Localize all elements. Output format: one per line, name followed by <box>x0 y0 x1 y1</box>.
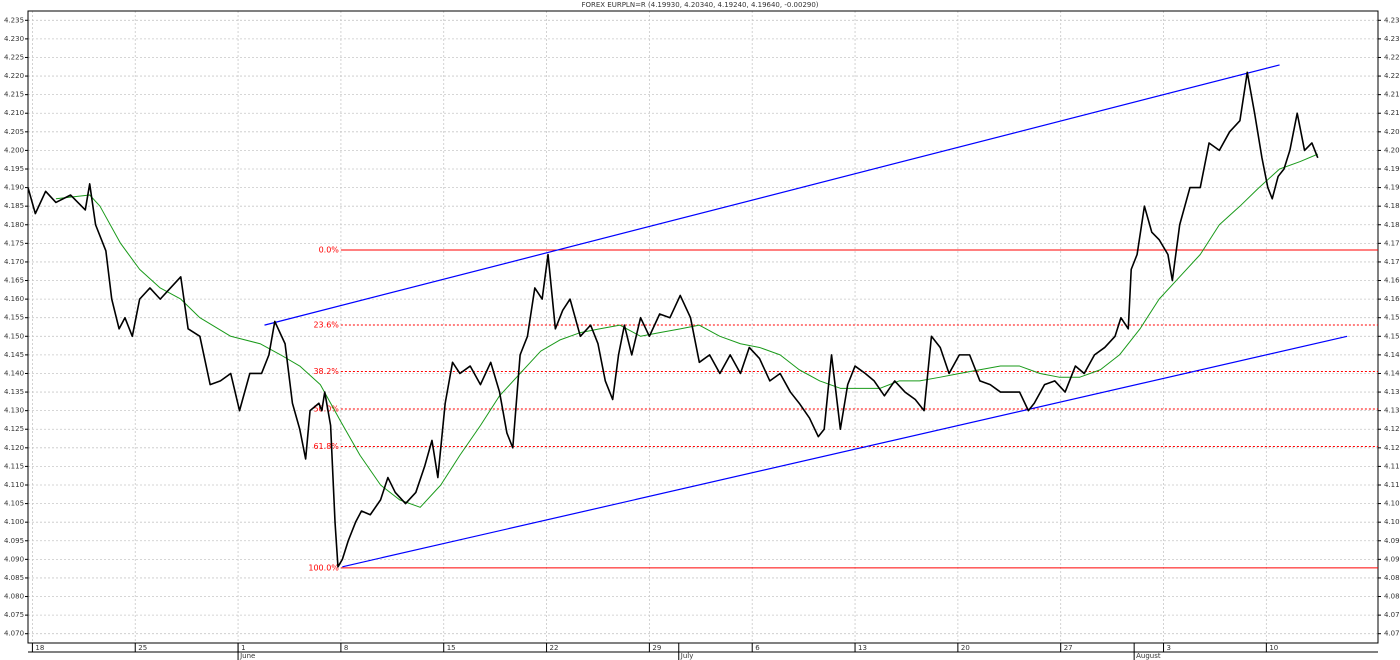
y-tick-label: 4.225 <box>4 53 24 61</box>
trend-line <box>342 335 1348 568</box>
y-tick-label: 4.160 <box>4 295 24 303</box>
y-tick-label: 4.190 <box>4 184 24 192</box>
price-line <box>27 71 1319 568</box>
y-tick-label: 4.230 <box>1384 35 1400 43</box>
y-tick-label: 4.220 <box>4 72 24 80</box>
y-tick-label: 4.210 <box>1384 109 1400 117</box>
y-tick-label: 4.125 <box>4 425 24 433</box>
y-tick-label: 4.170 <box>4 258 24 266</box>
y-tick-label: 4.110 <box>4 481 24 489</box>
x-tick-label: 29 <box>652 644 661 652</box>
y-tick-label: 4.180 <box>1384 221 1400 229</box>
x-tick-label: 13 <box>858 644 867 652</box>
y-tick-label: 4.095 <box>4 537 24 545</box>
y-tick-label: 4.075 <box>1384 611 1400 619</box>
y-tick-label: 4.235 <box>4 16 24 24</box>
y-tick-label: 4.080 <box>1384 593 1400 601</box>
y-tick-label: 4.170 <box>1384 258 1400 266</box>
chart-title: FOREX EURPLN=R (4.19930, 4.20340, 4.1924… <box>581 1 818 9</box>
y-tick-label: 4.070 <box>1384 630 1400 638</box>
y-tick-label: 4.180 <box>4 221 24 229</box>
x-tick-label: 10 <box>1269 644 1278 652</box>
y-tick-label: 4.200 <box>4 146 24 154</box>
y-tick-label: 4.080 <box>4 593 24 601</box>
x-tick-label: 20 <box>961 644 970 652</box>
x-tick-label: 22 <box>550 644 559 652</box>
x-tick-label: 3 <box>1167 644 1171 652</box>
y-tick-label: 4.210 <box>4 109 24 117</box>
y-tick-label: 4.150 <box>1384 332 1400 340</box>
y-tick-label: 4.205 <box>4 128 24 136</box>
y-tick-label: 4.095 <box>1384 537 1400 545</box>
y-tick-label: 4.215 <box>1384 91 1400 99</box>
y-tick-label: 4.165 <box>4 277 24 285</box>
y-tick-label: 4.155 <box>1384 314 1400 322</box>
y-tick-label: 4.100 <box>1384 518 1400 526</box>
x-tick-label: 25 <box>138 644 147 652</box>
x-tick-label: 6 <box>755 644 760 652</box>
month-label: July <box>680 652 694 660</box>
y-tick-label: 4.175 <box>1384 239 1400 247</box>
y-tick-label: 4.130 <box>1384 407 1400 415</box>
y-tick-label: 4.105 <box>4 500 24 508</box>
fib-label: 0.0% <box>319 246 340 255</box>
y-tick-label: 4.090 <box>1384 555 1400 563</box>
x-tick-label: 1 <box>241 644 245 652</box>
fib-label: 50.0% <box>313 404 339 413</box>
y-tick-label: 4.195 <box>4 165 24 173</box>
y-tick-label: 4.165 <box>1384 277 1400 285</box>
y-tick-label: 4.175 <box>4 239 24 247</box>
y-tick-label: 4.135 <box>4 388 24 396</box>
y-tick-label: 4.120 <box>1384 444 1400 452</box>
y-tick-label: 4.155 <box>4 314 24 322</box>
y-tick-label: 4.190 <box>1384 184 1400 192</box>
y-tick-label: 4.115 <box>4 462 24 470</box>
y-tick-label: 4.145 <box>4 351 24 359</box>
y-tick-label: 4.215 <box>4 91 24 99</box>
y-tick-label: 4.205 <box>1384 128 1400 136</box>
x-tick-label: 8 <box>344 644 348 652</box>
y-tick-label: 4.145 <box>1384 351 1400 359</box>
month-label: June <box>239 652 255 660</box>
y-tick-label: 4.185 <box>1384 202 1400 210</box>
y-tick-label: 4.140 <box>1384 369 1400 377</box>
y-tick-label: 4.100 <box>4 518 24 526</box>
y-tick-label: 4.200 <box>1384 146 1400 154</box>
y-tick-label: 4.140 <box>4 369 24 377</box>
y-tick-label: 4.075 <box>4 611 24 619</box>
y-tick-label: 4.105 <box>1384 500 1400 508</box>
y-tick-label: 4.110 <box>1384 481 1400 489</box>
y-tick-label: 4.115 <box>1384 462 1400 470</box>
fib-label: 38.2% <box>313 367 339 376</box>
y-tick-label: 4.085 <box>4 574 24 582</box>
fib-label: 61.8% <box>313 442 339 451</box>
y-tick-label: 4.070 <box>4 630 24 638</box>
fib-label: 23.6% <box>313 321 339 330</box>
y-tick-label: 4.220 <box>1384 72 1400 80</box>
y-tick-label: 4.230 <box>4 35 24 43</box>
y-tick-label: 4.160 <box>1384 295 1400 303</box>
y-tick-label: 4.090 <box>4 555 24 563</box>
y-tick-label: 4.120 <box>4 444 24 452</box>
y-tick-label: 4.125 <box>1384 425 1400 433</box>
plot-frame <box>27 10 1379 644</box>
y-tick-label: 4.135 <box>1384 388 1400 396</box>
month-label: August <box>1136 652 1161 660</box>
trend-line <box>264 64 1280 326</box>
y-tick-label: 4.235 <box>1384 16 1400 24</box>
fib-label: 100.0% <box>308 563 339 572</box>
y-tick-label: 4.195 <box>1384 165 1400 173</box>
y-tick-label: 4.150 <box>4 332 24 340</box>
y-tick-label: 4.085 <box>1384 574 1400 582</box>
x-tick-label: 27 <box>1064 644 1073 652</box>
x-tick-label: 15 <box>447 644 456 652</box>
x-tick-label: 18 <box>35 644 44 652</box>
y-tick-label: 4.130 <box>4 407 24 415</box>
y-tick-label: 4.185 <box>4 202 24 210</box>
y-tick-label: 4.225 <box>1384 53 1400 61</box>
